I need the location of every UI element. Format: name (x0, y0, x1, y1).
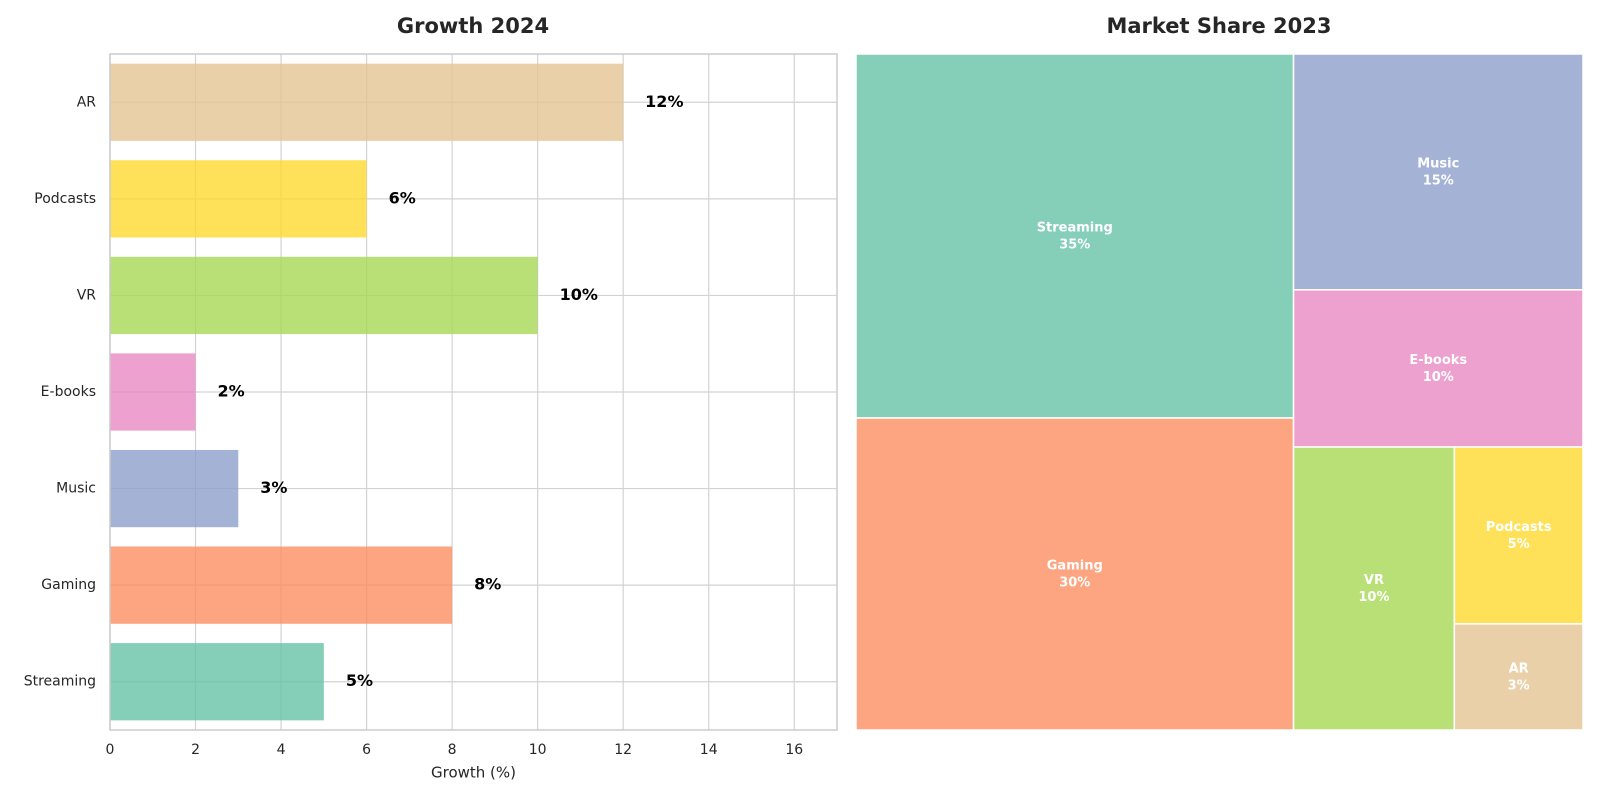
bar-x-tick-labels: 0 2 4 6 8 10 12 14 16 (106, 742, 804, 758)
bar-y-tick-label: AR (77, 94, 97, 110)
treemap-tile-name: Streaming (1037, 221, 1113, 236)
bar-y-tick-label: Music (56, 481, 96, 497)
bar-chart-title: Growth 2024 (396, 14, 550, 38)
treemap-tile-value: 5% (1508, 537, 1530, 552)
bar-value-label: 6% (389, 188, 416, 207)
bar-value-label: 10% (560, 285, 598, 304)
bar-value-label: 2% (218, 382, 245, 401)
bar-streaming (110, 643, 324, 721)
bar-value-label: 12% (645, 92, 683, 111)
bar-podcasts (110, 160, 367, 238)
bar-value-label: 8% (474, 575, 501, 594)
bar-x-tick-label: 0 (106, 742, 115, 758)
bar-x-tick-label: 6 (362, 742, 371, 758)
treemap-tile-value: 3% (1508, 678, 1530, 693)
bar-marks (110, 63, 624, 721)
bar-x-tick-label: 14 (700, 742, 718, 758)
treemap-tile-ar (1453, 623, 1584, 731)
treemap-tile-value: 30% (1059, 576, 1090, 591)
bar-music (110, 449, 239, 528)
bar-ar (110, 63, 624, 141)
treemap-tile-vr (1292, 446, 1456, 731)
bar-y-tick-label: VR (77, 287, 97, 303)
treemap-tile-name: VR (1364, 573, 1384, 588)
treemap-tile-name: Podcasts (1486, 520, 1552, 535)
bar-value-labels: 5% 8% 3% 2% 10% 6% 12% (218, 92, 684, 690)
treemap-tile-value: 35% (1059, 238, 1090, 253)
bar-y-tick-label: E-books (41, 384, 96, 400)
bar-y-tick-label: Gaming (41, 577, 96, 593)
bar-x-tick-label: 8 (448, 742, 457, 758)
treemap-tile-e-books (1292, 289, 1584, 448)
bar-x-tick-label: 16 (785, 742, 803, 758)
growth-bar-chart: 5% 8% 3% 2% 10% 6% 12% Streaming Gaming Music E-b… (24, 53, 838, 782)
bar-gaming (110, 546, 453, 624)
bar-y-tick-labels: Streaming Gaming Music E-books VR Podcasts AR (24, 94, 97, 689)
market-share-treemap: Streaming 35% Gaming 30% Music 15% E-books 10% V… (855, 53, 1584, 731)
treemap-tile-music (1292, 53, 1584, 291)
bar-y-tick-label: Podcasts (34, 191, 96, 207)
treemap-tile-value: 15% (1423, 173, 1454, 188)
bar-plot-frame (109, 53, 838, 731)
treemap-tile-streaming (855, 53, 1295, 419)
treemap-tile-name: Gaming (1047, 559, 1103, 574)
bar-y-tick-label: Streaming (24, 674, 96, 690)
bar-x-tick-label: 10 (529, 742, 547, 758)
treemap-title: Market Share 2023 (1106, 14, 1332, 38)
treemap-tile-podcasts (1453, 446, 1584, 625)
bar-x-tick-label: 12 (614, 742, 632, 758)
treemap-tile-gaming (855, 417, 1295, 731)
bar-value-label: 3% (260, 478, 287, 497)
bar-vr (110, 256, 538, 335)
bar-e-books (110, 353, 196, 431)
treemap-tile-name: AR (1509, 661, 1529, 676)
bar-x-axis-label: Growth (%) (431, 764, 516, 782)
treemap-tile-name: E-books (1409, 353, 1467, 368)
bar-x-tick-label: 4 (277, 742, 286, 758)
bar-x-tick-label: 2 (191, 742, 200, 758)
treemap-tile-value: 10% (1423, 370, 1454, 385)
treemap-tile-name: Music (1417, 156, 1459, 171)
bar-value-label: 5% (346, 671, 373, 690)
treemap-tile-value: 10% (1358, 590, 1389, 605)
